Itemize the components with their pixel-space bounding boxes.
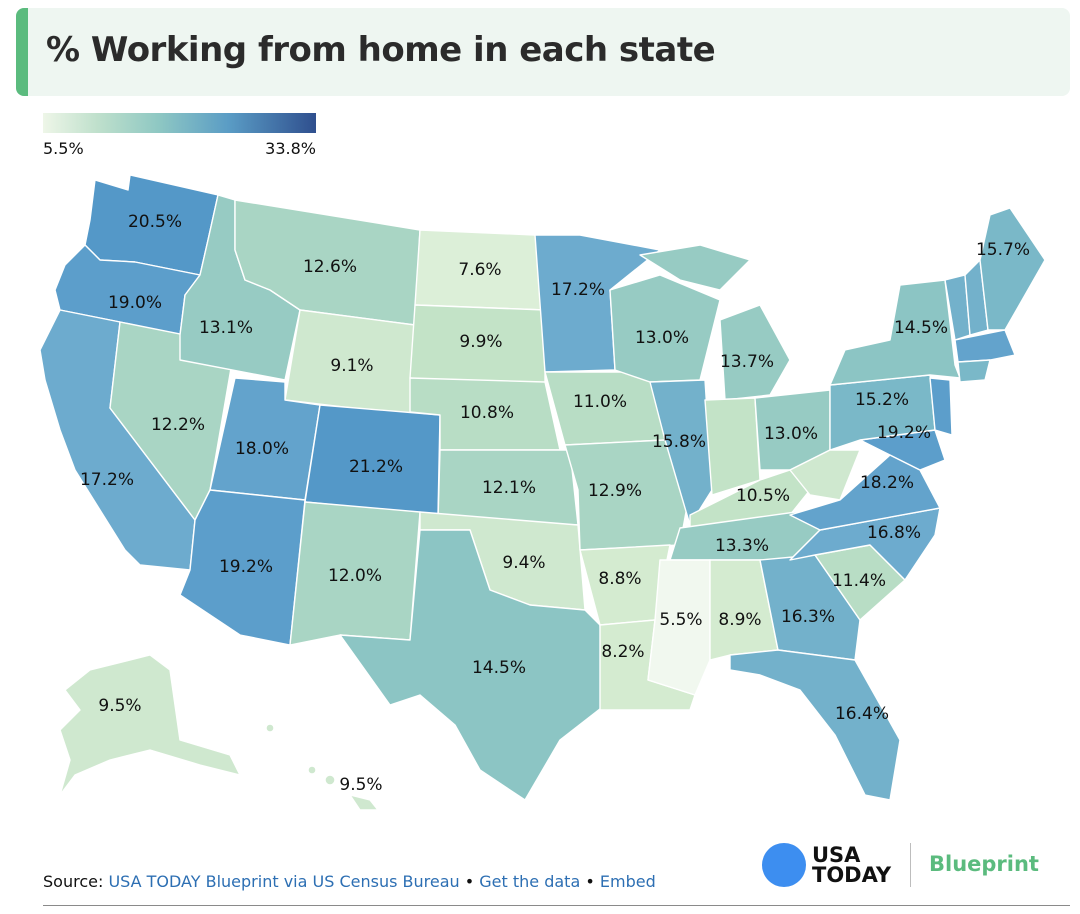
label-wisconsin: 13.0% bbox=[635, 328, 689, 348]
label-nevada: 12.2% bbox=[151, 415, 205, 435]
usa-text: USA bbox=[812, 843, 861, 867]
legend-color-ramp bbox=[43, 113, 316, 133]
state-alaska[interactable] bbox=[59, 654, 241, 796]
label-texas: 14.5% bbox=[472, 658, 526, 678]
label-north-carolina: 16.8% bbox=[867, 523, 921, 543]
label-arizona: 19.2% bbox=[219, 557, 273, 577]
label-arkansas: 8.8% bbox=[598, 569, 641, 589]
label-california: 17.2% bbox=[80, 470, 134, 490]
separator-dot: • bbox=[464, 872, 475, 891]
label-tennessee: 13.3% bbox=[715, 536, 769, 556]
state-florida[interactable] bbox=[729, 649, 901, 801]
today-text: TODAY bbox=[812, 863, 892, 887]
title-accent-bar bbox=[16, 8, 28, 96]
label-florida: 16.4% bbox=[835, 704, 889, 724]
label-alaska: 9.5% bbox=[98, 696, 141, 716]
legend-max-label: 33.8% bbox=[265, 139, 316, 158]
us-map: 20.5% 19.0% 17.2% 12.2% 13.1% 12.6% 9.1%… bbox=[39, 174, 1046, 810]
label-louisiana: 8.2% bbox=[601, 642, 644, 662]
label-new-york: 14.5% bbox=[894, 318, 948, 338]
state-illinois[interactable] bbox=[649, 379, 713, 526]
source-prefix: Source: bbox=[43, 872, 104, 891]
label-pennsylvania: 15.2% bbox=[855, 390, 909, 410]
label-hawaii: 9.5% bbox=[339, 775, 382, 795]
state-hawaii[interactable] bbox=[349, 794, 379, 810]
footer-rule bbox=[43, 905, 1070, 906]
state-new-jersey[interactable] bbox=[929, 377, 953, 436]
label-minnesota: 17.2% bbox=[551, 280, 605, 300]
label-new-mexico: 12.0% bbox=[328, 566, 382, 586]
label-illinois: 15.8% bbox=[652, 432, 706, 452]
label-kansas: 12.1% bbox=[482, 478, 536, 498]
label-missouri: 12.9% bbox=[588, 481, 642, 501]
label-ohio: 13.0% bbox=[764, 424, 818, 444]
state-hawaii-island-3[interactable] bbox=[307, 765, 317, 775]
label-virginia: 18.2% bbox=[860, 473, 914, 493]
get-data-link[interactable]: Get the data bbox=[479, 872, 581, 891]
usa-today-logo-icon bbox=[762, 843, 806, 887]
label-georgia: 16.3% bbox=[781, 607, 835, 627]
page-title: % Working from home in each state bbox=[46, 30, 716, 70]
state-texas[interactable] bbox=[339, 529, 606, 801]
state-massachusetts[interactable] bbox=[954, 329, 1016, 363]
label-maryland: 19.2% bbox=[877, 423, 931, 443]
logo-divider bbox=[910, 843, 911, 887]
label-nebraska: 10.8% bbox=[460, 403, 514, 423]
label-south-carolina: 11.4% bbox=[832, 571, 886, 591]
usa-today-wordmark: USA TODAY bbox=[812, 843, 892, 887]
state-indiana[interactable] bbox=[704, 397, 761, 496]
label-mississippi: 5.5% bbox=[659, 610, 702, 630]
legend-min-label: 5.5% bbox=[43, 139, 84, 158]
blueprint-logo: Blueprint bbox=[929, 852, 1039, 876]
label-washington: 20.5% bbox=[128, 212, 182, 232]
state-new-york[interactable] bbox=[829, 279, 961, 386]
label-idaho: 13.1% bbox=[199, 318, 253, 338]
label-oklahoma: 9.4% bbox=[502, 553, 545, 573]
state-connecticut[interactable] bbox=[957, 359, 991, 383]
state-michigan-upper[interactable] bbox=[639, 244, 751, 291]
state-michigan[interactable] bbox=[719, 304, 791, 401]
label-north-dakota: 7.6% bbox=[458, 260, 501, 280]
embed-link[interactable]: Embed bbox=[599, 872, 656, 891]
title-banner: % Working from home in each state bbox=[16, 8, 1070, 96]
state-hawaii-island-4[interactable] bbox=[265, 723, 275, 733]
source-line: Source: USA TODAY Blueprint via US Censu… bbox=[43, 872, 656, 891]
state-maine[interactable] bbox=[979, 207, 1046, 331]
label-michigan: 13.7% bbox=[720, 352, 774, 372]
label-kentucky: 10.5% bbox=[736, 486, 790, 506]
label-maine: 15.7% bbox=[976, 240, 1030, 260]
state-west-virginia[interactable] bbox=[789, 449, 861, 501]
label-utah: 18.0% bbox=[235, 439, 289, 459]
label-iowa: 11.0% bbox=[573, 392, 627, 412]
source-link[interactable]: USA TODAY Blueprint via US Census Bureau bbox=[108, 872, 460, 891]
label-wyoming: 9.1% bbox=[330, 356, 373, 376]
color-legend: 5.5% 33.8% bbox=[43, 113, 316, 158]
label-south-dakota: 9.9% bbox=[459, 332, 502, 352]
label-colorado: 21.2% bbox=[349, 457, 403, 477]
label-montana: 12.6% bbox=[303, 257, 357, 277]
label-alabama: 8.9% bbox=[718, 610, 761, 630]
state-hawaii-island-2[interactable] bbox=[324, 774, 336, 786]
separator-dot: • bbox=[585, 872, 595, 891]
label-oregon: 19.0% bbox=[108, 293, 162, 313]
